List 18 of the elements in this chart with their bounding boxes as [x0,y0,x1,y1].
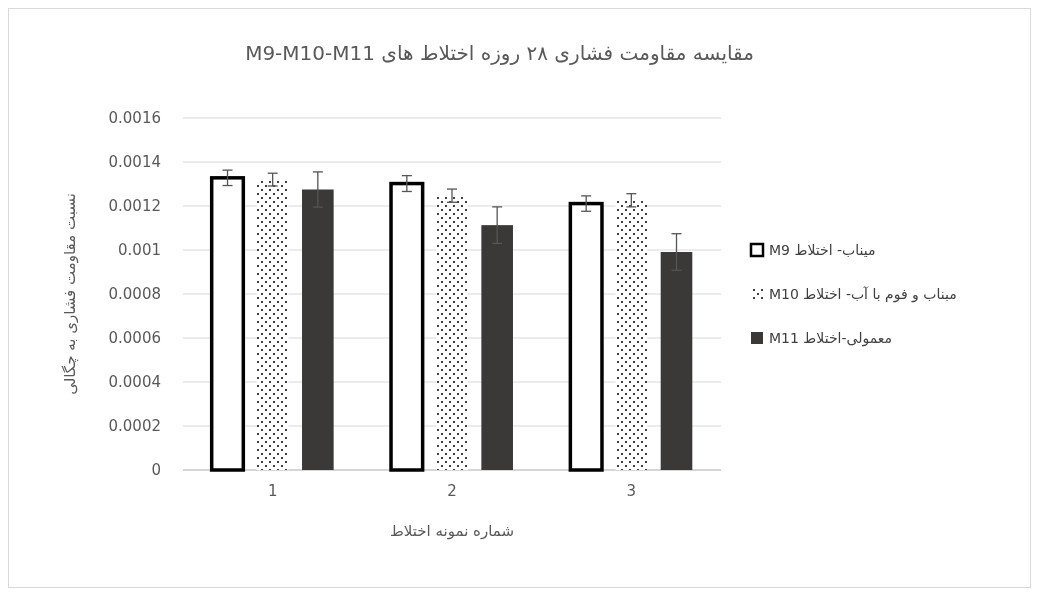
x-tick-label: 1 [267,482,278,500]
x-tick-label: 2 [447,482,457,500]
legend-label: میناب- اختلاط M9 [769,241,876,258]
y-tick-label: 0.0016 [108,109,161,128]
y-tick-label: 0.001 [118,241,161,260]
y-tick-label: 0.0012 [108,197,161,216]
y-tick-label: 0.0014 [108,153,161,172]
x-axis-title: شماره نمونه اختلاط [389,522,515,540]
y-tick-label: 0.0004 [108,373,161,392]
y-tick-label: 0 [151,461,161,480]
y-tick-label: 0.0006 [108,329,161,348]
y-tick-label: 0.0008 [108,285,161,304]
x-tick-label: 3 [626,482,637,500]
legend-label: معمولی-اختلاط M11 [769,329,892,347]
legend-label: مبناب و فوم با آب- اختلاط M10 [769,285,957,303]
y-axis-title: نسبت مقاومت فشاری به چگالی [61,193,79,395]
chart-title: مقایسه مقاومت فشاری ۲۸ روزه اختلاط های M9-M10-M11 [245,41,754,65]
y-tick-label: 0.0002 [108,417,161,436]
